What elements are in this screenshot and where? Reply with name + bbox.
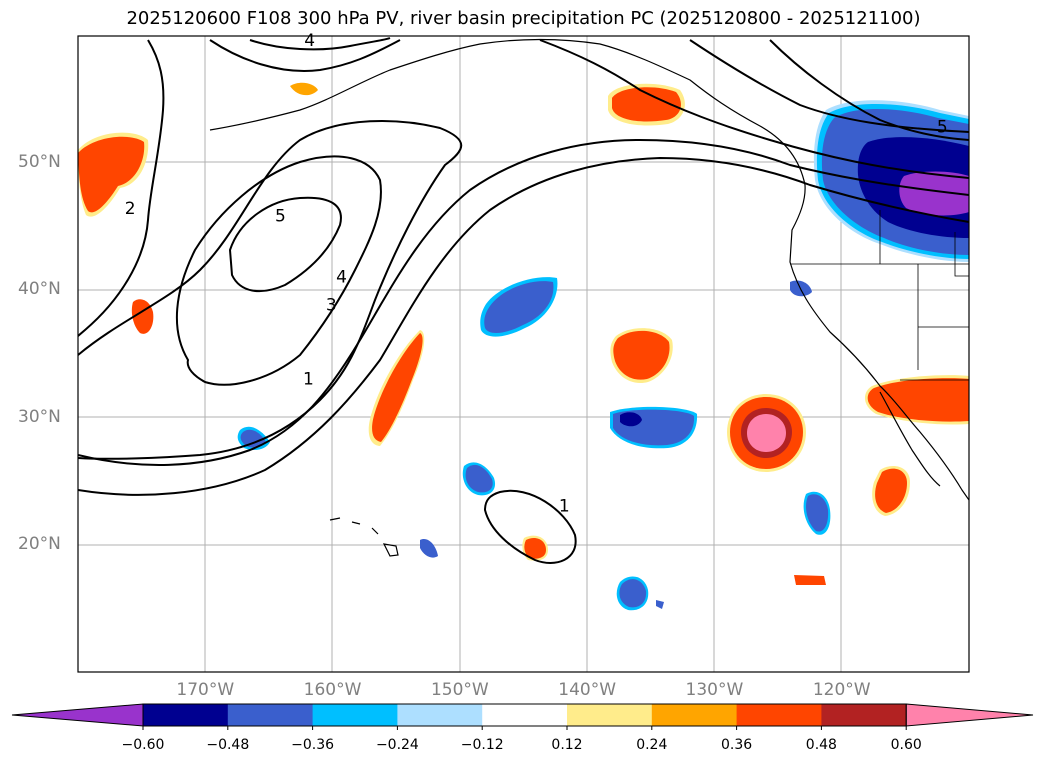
longitude-label: 120°W [812,680,871,700]
contour-label: 4 [336,268,347,288]
contour-label: 2 [125,199,136,219]
contour-label: 4 [304,31,315,51]
colorbar-segment [567,704,653,726]
colorbar-frame [142,703,907,727]
precip-anomaly-negative [620,412,642,427]
precip-anomaly-positive [290,82,318,96]
precip-anomaly-positive [612,87,681,122]
precip-anomaly-positive [372,333,423,442]
precip-shading [78,82,969,611]
contour-label: 3 [326,296,337,316]
longitude-label: 150°W [430,680,489,700]
pv-contour-1 [78,120,463,460]
precip-anomaly-positive [613,330,670,380]
precip-anomaly-negative [619,579,647,608]
colorbar-segment [821,704,907,726]
colorbar-segment [312,704,398,726]
contour-label: 5 [275,207,286,227]
longitude-label: 140°W [558,680,617,700]
precip-anomaly-positive [794,575,826,585]
precip-anomaly-negative [420,539,438,558]
colorbar-segment [397,704,483,726]
colorbar-tick-label: 0.24 [636,737,668,753]
pv-contour-jet-4 [689,39,969,133]
colorbar-tick-label: −0.60 [121,737,165,753]
pv-contour-jet-5 [769,39,969,141]
map-title: 2025120600 F108 300 hPa PV, river basin … [126,8,921,29]
contour-labels: 1 2 3 4 5 1 5 4 [125,31,948,517]
hawaii-islands [329,517,399,557]
precip-anomaly-negative [805,494,829,532]
pv-contours [78,37,969,564]
precip-anomaly-negative [465,464,493,493]
longitude-label: 160°W [303,680,362,700]
colorbar-tick-label: 0.48 [805,737,837,753]
colorbar-tick-label: 0.12 [551,737,583,753]
colorbar-tick-label: −0.48 [206,737,250,753]
pv-contour-jet-1 [78,138,969,466]
colorbar-tick-label: 0.60 [890,737,922,753]
precip-anomaly-positive [875,468,907,513]
precip-anomaly-negative [240,429,266,448]
contour-label: 1 [303,369,314,389]
coastlines [209,38,969,557]
colorbar-tick-label: −0.12 [460,737,504,753]
colorbar-segment [651,704,738,726]
state-borders [790,210,969,381]
precip-anomaly-negative [656,600,664,609]
latitude-label: 40°N [18,279,61,300]
pv-contour-1-low [483,489,577,564]
latitude-label: 30°N [18,406,61,427]
colorbar-extend-high [905,703,1034,727]
precip-anomaly-positive [524,538,546,559]
colorbar-extend-low [11,703,144,727]
precip-anomaly-positive [867,378,969,422]
pv-contour-north-2 [249,37,391,51]
colorbar-segment [736,704,822,726]
colorbar [11,703,1034,730]
pv-contour-jet-3 [539,39,969,179]
pv-contour-jet-2 [78,156,969,496]
coastline-baja [879,391,941,487]
pv-contour-2 [78,39,165,337]
longitude-label: 130°W [685,680,744,700]
map-frame [77,35,970,673]
latitude-label: 20°N [18,533,61,554]
colorbar-segment [482,704,568,726]
pv-contour-3 [175,155,382,386]
contour-label: 5 [937,118,948,138]
longitude-label: 170°W [176,680,235,700]
pv-contour-4 [228,196,342,293]
precip-anomaly-positive [747,414,786,452]
colorbar-tick-label: −0.24 [375,737,419,753]
colorbar-tick-label: 0.36 [721,737,753,753]
colorbar-tick-label: −0.36 [291,737,335,753]
latitude-label: 50°N [18,152,61,173]
precip-anomaly-positive [78,136,145,213]
pv-contour-north [209,39,401,72]
precip-anomaly-negative [790,280,812,297]
colorbar-segment [227,704,314,726]
precip-anomaly-negative [484,281,554,334]
colorbar-segment [143,704,229,726]
contour-label: 1 [559,497,570,517]
coastline-alaska [209,38,969,501]
precip-anomaly-negative [899,171,969,216]
